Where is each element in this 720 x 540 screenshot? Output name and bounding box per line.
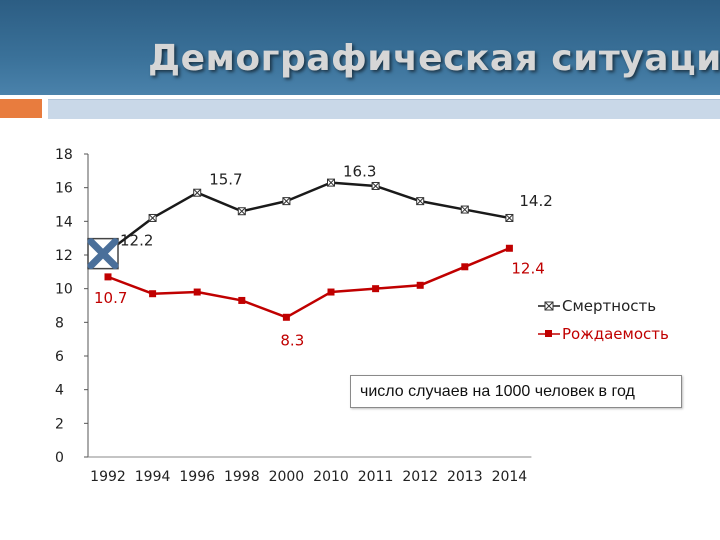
accent-bar-blue (48, 99, 720, 119)
chart-legend: Смертность Рождаемость (538, 292, 669, 348)
data-point-mortality-1996 (193, 188, 202, 197)
legend-mortality-label: Смертность (562, 297, 657, 315)
slide-title: Демографическая ситуация (148, 38, 720, 79)
y-tick-label-10: 10 (55, 282, 73, 298)
data-point-birth-1998 (238, 296, 246, 304)
data-point-mortality-2013 (460, 205, 469, 214)
x-tick-label-1996: 1996 (179, 469, 215, 485)
data-point-mortality-2014 (505, 213, 514, 222)
data-label-birth-2000: 8.3 (280, 331, 304, 349)
series-line-mortality (107, 181, 510, 253)
data-point-mortality-2000 (282, 197, 291, 206)
x-tick-label-2014: 2014 (492, 469, 528, 485)
data-point-birth-1994 (149, 290, 157, 298)
series-line-birth (107, 247, 510, 319)
y-tick-label-0: 0 (55, 450, 64, 466)
y-tick-label-14: 14 (55, 214, 73, 230)
data-label-birth-2014: 12.4 (511, 259, 544, 277)
data-label-birth-1992: 10.7 (94, 289, 127, 307)
data-point-birth-2000 (282, 313, 290, 321)
data-label-mortality-1992: 12.2 (120, 232, 153, 250)
x-tick-label-1992: 1992 (90, 469, 126, 485)
x-tick-label-2011: 2011 (358, 469, 394, 485)
x-tick-label-2000: 2000 (269, 469, 305, 485)
data-point-birth-1996 (193, 288, 201, 296)
x-tick-label-2013: 2013 (447, 469, 483, 485)
y-tick-label-8: 8 (55, 315, 64, 331)
data-point-mortality-2010 (327, 178, 335, 187)
data-point-birth-1992 (104, 273, 112, 281)
data-point-mortality-1998 (237, 207, 246, 216)
y-tick-label-16: 16 (55, 181, 73, 197)
data-point-mortality-1994 (148, 213, 157, 222)
y-tick-label-12: 12 (55, 248, 73, 264)
highlight-marker-icon (87, 237, 119, 270)
y-tick-label-4: 4 (55, 383, 64, 399)
data-label-mortality-2010: 16.3 (343, 163, 376, 181)
legend-birth-marker-icon (538, 330, 560, 337)
x-tick-label-2010: 2010 (313, 469, 349, 485)
data-point-birth-2013 (461, 263, 469, 271)
data-point-mortality-2012 (416, 197, 425, 206)
x-tick-label-1998: 1998 (224, 469, 260, 485)
data-point-birth-2011 (372, 285, 380, 293)
accent-bar-orange (0, 99, 42, 118)
x-tick-label-2012: 2012 (402, 469, 438, 485)
y-tick-label-2: 2 (55, 416, 64, 432)
data-label-mortality-2014: 14.2 (519, 192, 552, 210)
y-tick-label-6: 6 (55, 349, 64, 365)
legend-birth-label: Рождаемость (562, 325, 669, 343)
legend-item-birth: Рождаемость (538, 320, 669, 348)
data-point-birth-2010 (327, 288, 335, 296)
legend-mortality-marker-icon (538, 301, 560, 311)
data-point-birth-2012 (416, 281, 424, 289)
slide-header (0, 0, 720, 95)
data-point-mortality-2011 (371, 181, 380, 190)
legend-item-mortality: Смертность (538, 292, 669, 320)
y-tick-label-18: 18 (55, 147, 73, 163)
data-label-mortality-1996: 15.7 (209, 171, 242, 189)
units-note: число случаев на 1000 человек в год (350, 375, 682, 408)
x-tick-label-1994: 1994 (135, 469, 171, 485)
data-point-birth-2014 (505, 244, 513, 252)
